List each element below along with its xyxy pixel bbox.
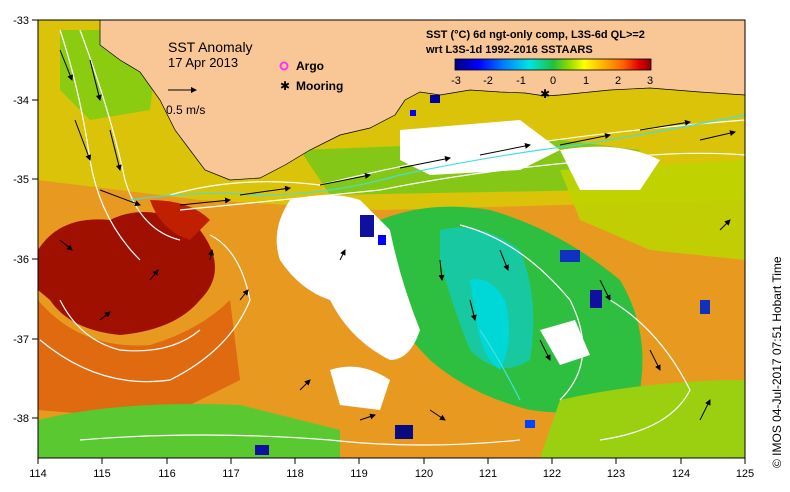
plot-frame [37, 19, 746, 459]
cyan-contours [129, 114, 745, 401]
velocity-scale-label: 0.5 m/s [166, 103, 205, 117]
map-date: 17 Apr 2013 [168, 55, 238, 70]
colorbar-title-line2: wrt L3S-1d 1992-2016 SSTAARS [425, 44, 593, 56]
x-tick: 123 [607, 468, 625, 480]
mooring-legend: ✱ Mooring [280, 79, 343, 93]
colorbar-scale [454, 58, 652, 71]
colorbar: SST (°C) 6d ngt-only comp, L3S-6d QL>=2 … [425, 29, 653, 87]
map-title: SST Anomaly [168, 39, 253, 55]
x-tick: 124 [672, 468, 690, 480]
x-tick: 120 [415, 468, 433, 480]
credit-text: © IMOS 04-Jul-2017 07:51 Hobart Time [770, 256, 784, 468]
y-tick: -35 [13, 174, 29, 186]
y-tick: -36 [13, 254, 29, 266]
colorbar-tick: 0 [550, 75, 556, 87]
mooring-label: Mooring [296, 79, 343, 93]
colorbar-tick: -3 [451, 75, 461, 87]
colorbar-tick: 3 [647, 75, 653, 87]
x-tick: 116 [158, 468, 176, 480]
argo-label: Argo [296, 59, 324, 73]
colorbar-tick: 2 [615, 75, 621, 87]
argo-marker-icon [279, 61, 289, 71]
x-tick: 118 [286, 468, 304, 480]
colorbar-title-line1: SST (°C) 6d ngt-only comp, L3S-6d QL>=2 [426, 29, 645, 41]
y-tick: -33 [13, 15, 29, 27]
x-tick: 117 [222, 468, 240, 480]
x-tick: 122 [543, 468, 561, 480]
y-tick: -34 [13, 95, 29, 107]
argo-legend: Argo [279, 59, 324, 73]
colorbar-tick: 1 [583, 75, 589, 87]
colorbar-tick: -1 [516, 75, 526, 87]
mooring-marker-icon: ✱ [540, 87, 550, 101]
velocity-arrows [59, 49, 736, 421]
colorbar-tick: -2 [483, 75, 493, 87]
x-tick: 121 [479, 468, 497, 480]
y-tick-labels: -33 -34 -35 -36 -37 -38 [13, 15, 29, 425]
y-tick: -37 [13, 334, 29, 346]
sst-field [38, 20, 745, 458]
mooring-marker-icon: ✱ [280, 79, 290, 93]
axis-ticks [32, 19, 746, 464]
x-tick: 125 [736, 468, 754, 480]
x-tick: 114 [29, 468, 47, 480]
x-tick-labels: 114 115 116 117 118 119 120 121 122 123 … [29, 468, 754, 480]
x-tick: 115 [93, 468, 111, 480]
x-tick: 119 [350, 468, 368, 480]
y-tick: -38 [13, 413, 29, 425]
